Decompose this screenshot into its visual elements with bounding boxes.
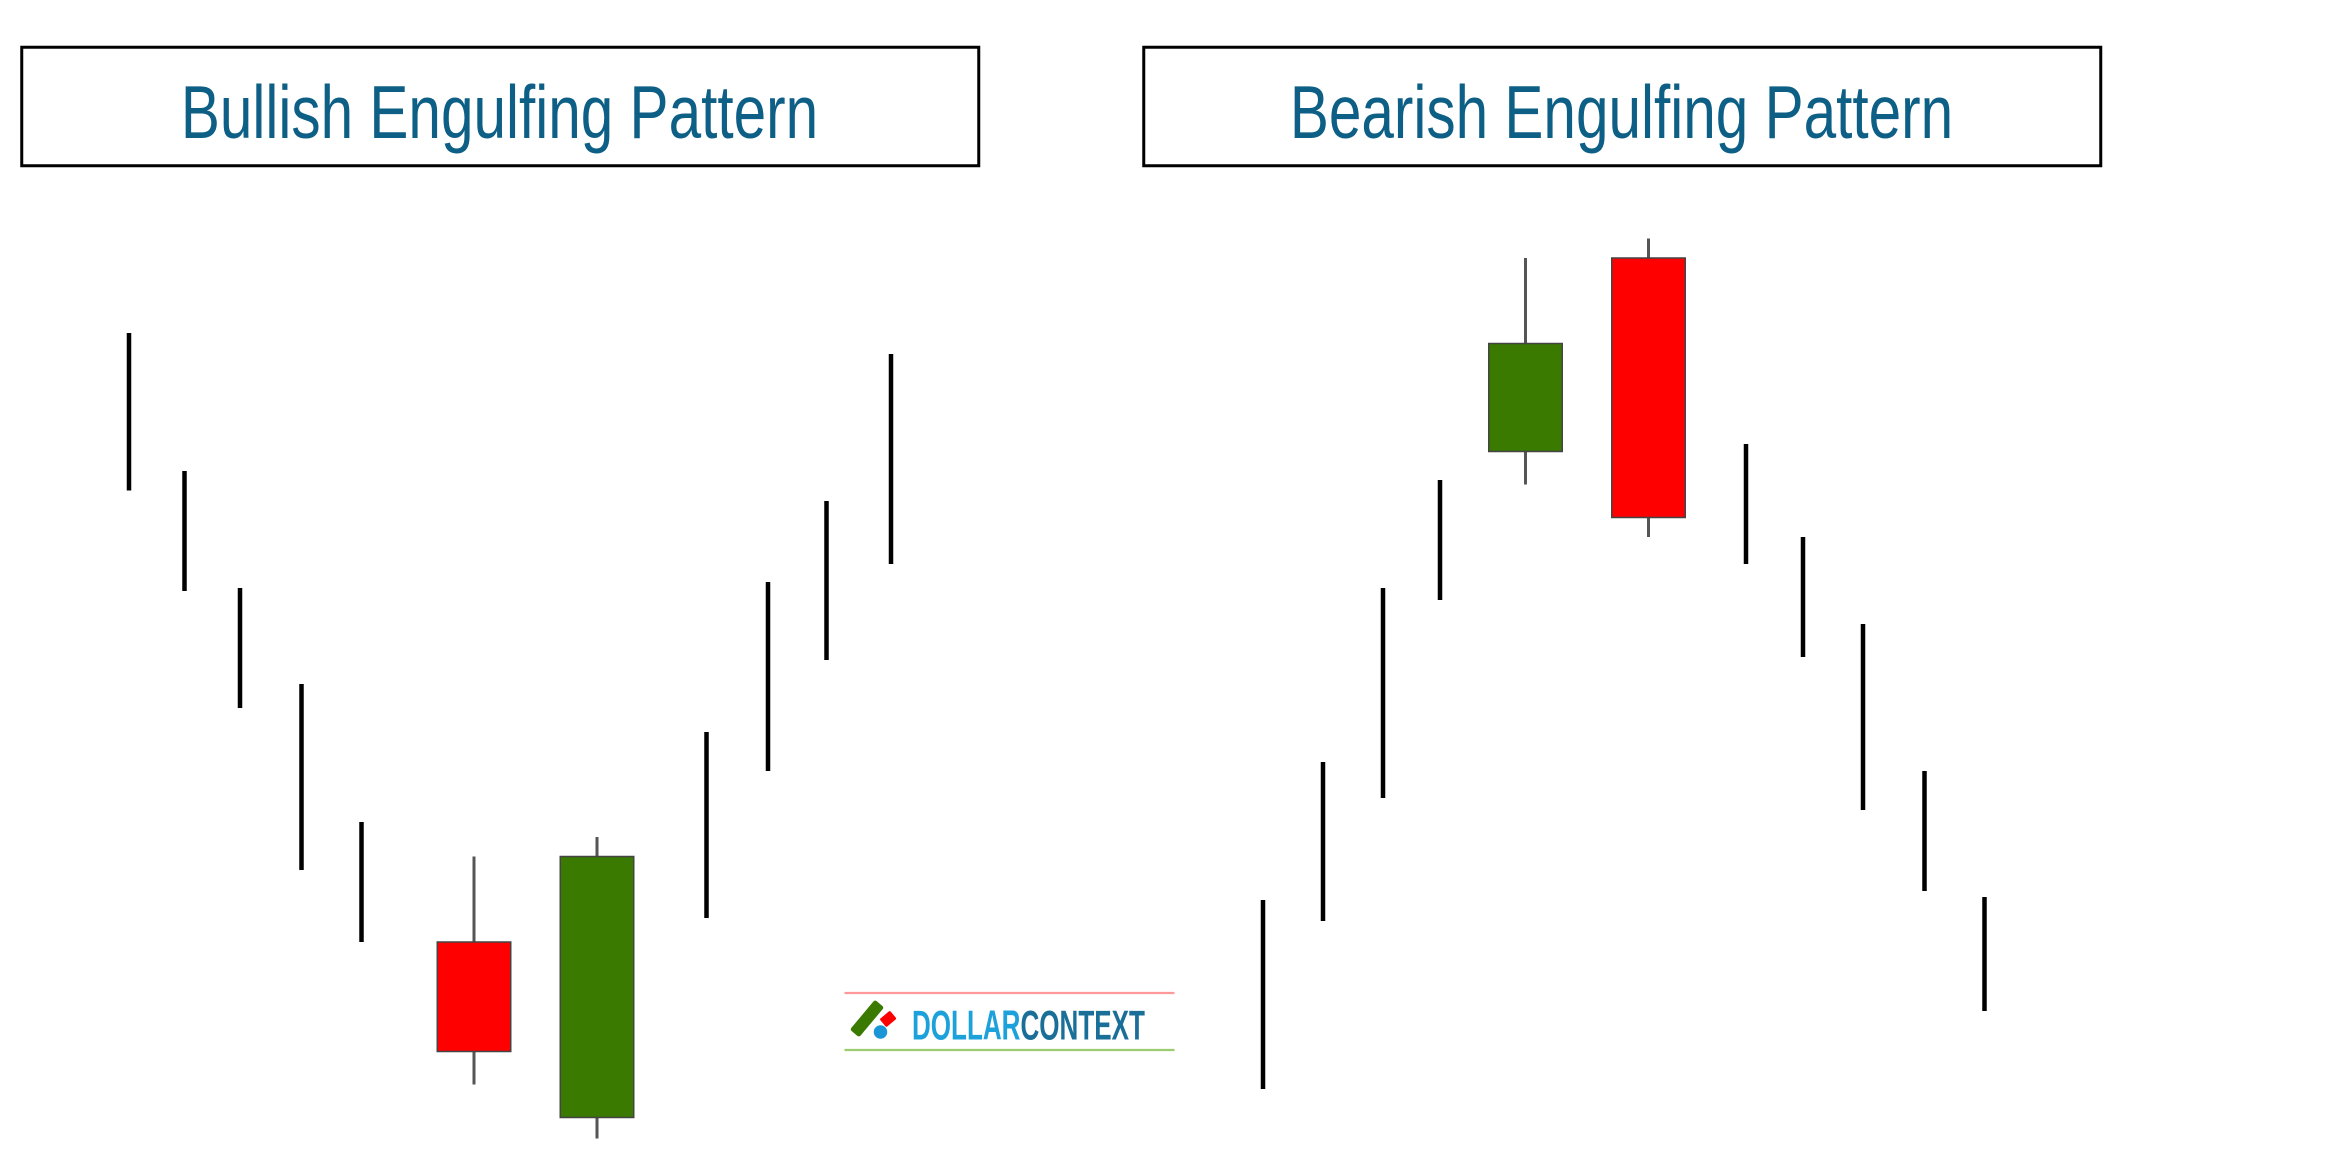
- bullish-candle: [559, 837, 635, 1139]
- bullish-title-box: Bullish Engulfing Pattern: [20, 45, 981, 168]
- candle-body: [559, 855, 635, 1119]
- logo-text-context: CONTEXT: [1020, 1002, 1144, 1049]
- bearish-title: Bearish Engulfing Pattern: [1290, 71, 1953, 155]
- candle-body: [436, 941, 512, 1053]
- candle-body: [1611, 257, 1686, 519]
- price-bars: [126, 238, 1987, 1139]
- candle-body: [1488, 342, 1563, 453]
- dollarcontext-logo: DOLLARCONTEXT: [844, 991, 1175, 1052]
- bullish-title: Bullish Engulfing Pattern: [181, 71, 818, 155]
- bearish-title-box: Bearish Engulfing Pattern: [1142, 45, 2103, 168]
- svg-text:DOLLARCONTEXT: DOLLARCONTEXT: [912, 1002, 1145, 1049]
- logo-text-dollar: DOLLAR: [912, 1002, 1020, 1049]
- logo-mark-icon: [850, 1000, 897, 1039]
- bullish-candle: [1488, 258, 1563, 485]
- bearish-candle: [436, 856, 512, 1085]
- bearish-candle: [1611, 238, 1686, 537]
